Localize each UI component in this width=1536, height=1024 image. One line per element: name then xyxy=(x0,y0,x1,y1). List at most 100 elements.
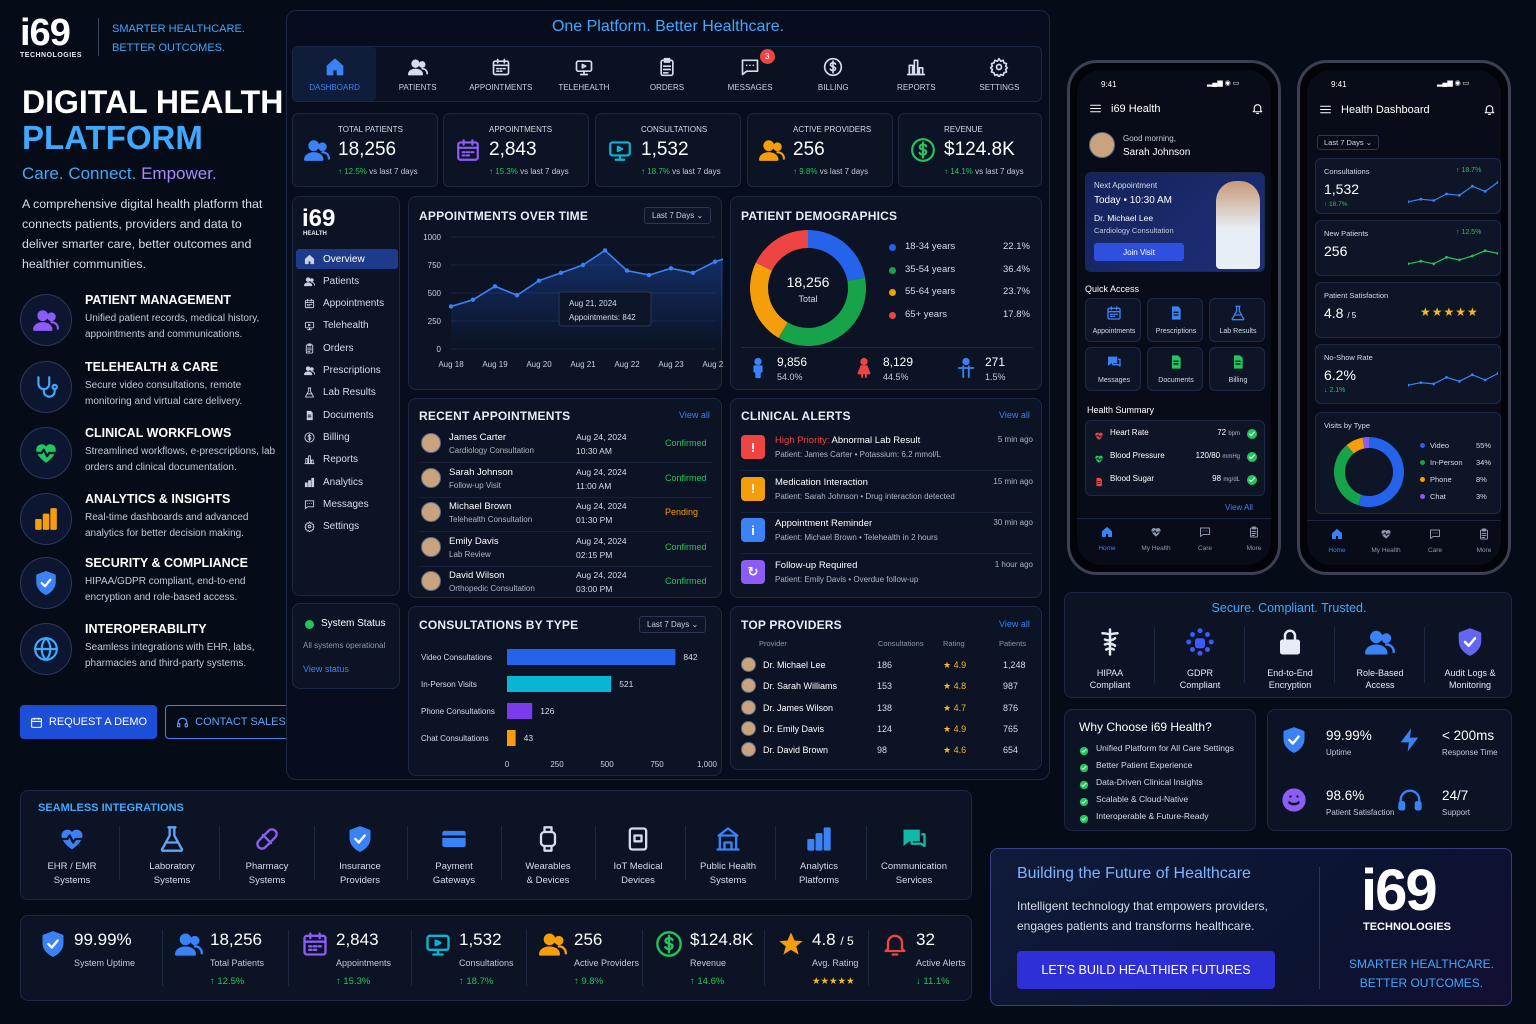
nav-appointments[interactable]: APPOINTMENTS xyxy=(459,47,542,101)
sidebar-item-telehealth[interactable]: Telehealth xyxy=(296,316,398,336)
tab-care[interactable]: Care xyxy=(1415,527,1455,554)
tab-home[interactable]: Home xyxy=(1087,525,1127,552)
trust-divider xyxy=(1334,627,1335,683)
alert-row[interactable]: i Appointment Reminder Patient: Michael Br… xyxy=(731,514,1043,554)
appointment-row[interactable]: Emily Davis Lab Review Aug 24, 2024 02:15 P… xyxy=(409,535,723,567)
sidebar-item-lab-results[interactable]: Lab Results xyxy=(296,383,398,403)
kpi-consultations[interactable]: CONSULTATIONS 1,532 ↑ 18.7% vs last 7 days xyxy=(595,113,741,187)
sidebar-item-billing[interactable]: Billing xyxy=(296,427,398,447)
quick-access-lab-results[interactable]: Lab Results xyxy=(1209,298,1265,342)
integration-1[interactable]: EHR / EMR Systems xyxy=(27,822,117,888)
integration-3[interactable]: Pharmacy Systems xyxy=(222,822,312,888)
next-appointment-card[interactable]: Next Appointment Today • 10:30 AM Dr. Mich… xyxy=(1085,172,1265,272)
tab-divider xyxy=(1307,520,1501,521)
tab-my-health[interactable]: My Health xyxy=(1366,527,1406,554)
kpi-total-patients[interactable]: TOTAL PATIENTS 18,256 ↑ 12.5% vs last 7 da… xyxy=(292,113,438,187)
sidebar-item-analytics[interactable]: Analytics xyxy=(296,472,398,492)
nav-telehealth[interactable]: TELEHEALTH xyxy=(542,47,625,101)
provider-row[interactable]: Dr. James Wilson 138 ★ 4.7 876 xyxy=(731,698,1043,718)
integration-2[interactable]: Laboratory Systems xyxy=(127,822,217,888)
sidebar-item-reports[interactable]: Reports xyxy=(296,450,398,470)
alert-row[interactable]: ! High Priority: Abnormal Lab Result Patie… xyxy=(731,431,1043,471)
consultations-range-select[interactable]: Last 7 Days ⌄ xyxy=(639,616,707,633)
quick-access-messages[interactable]: Messages xyxy=(1085,347,1141,391)
sidebar-item-prescriptions[interactable]: Prescriptions xyxy=(296,361,398,381)
sidebar-item-patients[interactable]: Patients xyxy=(296,271,398,291)
menu-icon[interactable] xyxy=(1089,102,1102,120)
bell-icon[interactable] xyxy=(1483,103,1496,121)
provider-row[interactable]: Dr. Michael Lee 186 ★ 4.9 1,248 xyxy=(731,655,1043,675)
quick-access-appointments[interactable]: Appointments xyxy=(1085,298,1141,342)
appointment-time: 11:00 AM xyxy=(576,480,612,491)
appointment-row[interactable]: Michael Brown Telehealth Consultation Aug … xyxy=(409,500,723,532)
health-summary-title: Health Summary xyxy=(1087,405,1155,415)
tab-more[interactable]: More xyxy=(1464,527,1501,554)
appointment-row[interactable]: James Carter Cardiology Consultation Aug 2… xyxy=(409,431,723,463)
providers-view-all-link[interactable]: View all xyxy=(999,619,1030,629)
integration-10[interactable]: Communication Services xyxy=(869,822,959,888)
integration-label-2: Systems xyxy=(248,875,286,886)
metric-card-m1[interactable]: Consultations 1,532 ↑ 18.7% ↑ 18.7% xyxy=(1315,158,1501,214)
integration-7[interactable]: IoT Medical Devices xyxy=(593,822,683,888)
nav-billing[interactable]: BILLING xyxy=(792,47,875,101)
doc-icon xyxy=(1168,305,1184,326)
provider-row[interactable]: Dr. David Brown 98 ★ 4.6 654 xyxy=(731,740,1043,760)
integration-5[interactable]: Payment Gateways xyxy=(409,822,499,888)
nav-reports[interactable]: REPORTS xyxy=(875,47,958,101)
nav-orders[interactable]: ORDERS xyxy=(625,47,708,101)
quick-access-documents[interactable]: Documents xyxy=(1147,347,1203,391)
appointment-row[interactable]: David Wilson Orthopedic Consultation Aug 2… xyxy=(409,569,723,601)
bell-icon[interactable] xyxy=(1251,102,1264,120)
quick-access-billing[interactable]: Billing xyxy=(1209,347,1265,391)
sidebar-item-orders[interactable]: Orders xyxy=(296,338,398,358)
tab-home[interactable]: Home xyxy=(1317,527,1357,554)
sidebar-item-documents[interactable]: Documents xyxy=(296,405,398,425)
integration-4[interactable]: Insurance Providers xyxy=(315,822,405,888)
kpi-value: 256 xyxy=(793,139,825,160)
sidebar-item-settings[interactable]: Settings xyxy=(296,517,398,537)
appointment-row[interactable]: Sarah Johnson Follow-up Visit Aug 24, 2024… xyxy=(409,466,723,498)
sidebar-item-appointments[interactable]: Appointments xyxy=(296,294,398,314)
recent-view-all-link[interactable]: View all xyxy=(679,410,710,420)
menu-icon[interactable] xyxy=(1319,103,1332,121)
alerts-view-all-link[interactable]: View all xyxy=(999,410,1030,420)
kpi-appointments[interactable]: APPOINTMENTS 2,843 ↑ 15.3% vs last 7 days xyxy=(443,113,589,187)
metric-card-m3[interactable]: Patient Satisfaction 4.8 / 5 ★★★★★ xyxy=(1315,282,1501,338)
tab-care[interactable]: Care xyxy=(1185,525,1225,552)
nav-messages[interactable]: MESSAGES 3 xyxy=(709,47,792,101)
appointments-range-select[interactable]: Last 7 Days ⌄ xyxy=(644,207,712,224)
legend-label: Video xyxy=(1430,441,1450,450)
nav-settings[interactable]: SETTINGS xyxy=(958,47,1041,101)
contact-sales-button[interactable]: CONTACT SALES xyxy=(165,705,297,739)
future-cta-button[interactable]: LET'S BUILD HEALTHIER FUTURES xyxy=(1017,951,1275,989)
sidebar-item-messages[interactable]: Messages xyxy=(296,494,398,514)
integration-6[interactable]: Wearables & Devices xyxy=(503,822,593,888)
perf-label: Response Time xyxy=(1442,748,1498,757)
tab-more[interactable]: More xyxy=(1234,525,1271,552)
alert-row[interactable]: ! Medication Interaction Patient: Sarah Jo… xyxy=(731,473,1043,513)
bar-value-label: 126 xyxy=(540,706,554,716)
gear-icon xyxy=(989,57,1009,77)
provider-row[interactable]: Dr. Emily Davis 124 ★ 4.9 765 xyxy=(731,719,1043,739)
sidebar-item-label: Settings xyxy=(323,521,360,533)
feature-desc: Unified patient records, medical history… xyxy=(85,313,260,340)
kpi-active-providers[interactable]: ACTIVE PROVIDERS 256 ↑ 9.8% vs last 7 days xyxy=(747,113,893,187)
kpi-revenue[interactable]: REVENUE $124.8K ↑ 14.1% vs last 7 days xyxy=(898,113,1042,187)
nav-patients[interactable]: PATIENTS xyxy=(376,47,459,101)
provider-row[interactable]: Dr. Sarah Williams 153 ★ 4.8 987 xyxy=(731,676,1043,696)
quick-access-prescriptions[interactable]: Prescriptions xyxy=(1147,298,1203,342)
request-demo-button[interactable]: REQUEST A DEMO xyxy=(20,705,157,739)
view-status-link[interactable]: View status xyxy=(303,664,349,674)
join-visit-button[interactable]: Join Visit xyxy=(1094,243,1184,261)
range-select[interactable]: Last 7 Days ⌄ xyxy=(1317,135,1379,150)
metric-card-m4[interactable]: No-Show Rate 6.2% ↓ 2.1% xyxy=(1315,344,1501,404)
metric-card-m2[interactable]: New Patients 256 ↑ 12.5% xyxy=(1315,220,1501,276)
view-all-link[interactable]: View All xyxy=(1225,503,1253,512)
tab-my-health[interactable]: My Health xyxy=(1136,525,1176,552)
sidebar-item-overview[interactable]: Overview xyxy=(296,249,398,269)
integration-9[interactable]: Analytics Platforms xyxy=(774,822,864,888)
integration-8[interactable]: Public Health Systems xyxy=(683,822,773,888)
alert-row[interactable]: ↻ Follow-up Required Patient: Emily Davis … xyxy=(731,556,1043,596)
x-tick-label: Aug 20 xyxy=(526,360,552,369)
nav-dashboard[interactable]: DASHBOARD xyxy=(293,47,377,101)
